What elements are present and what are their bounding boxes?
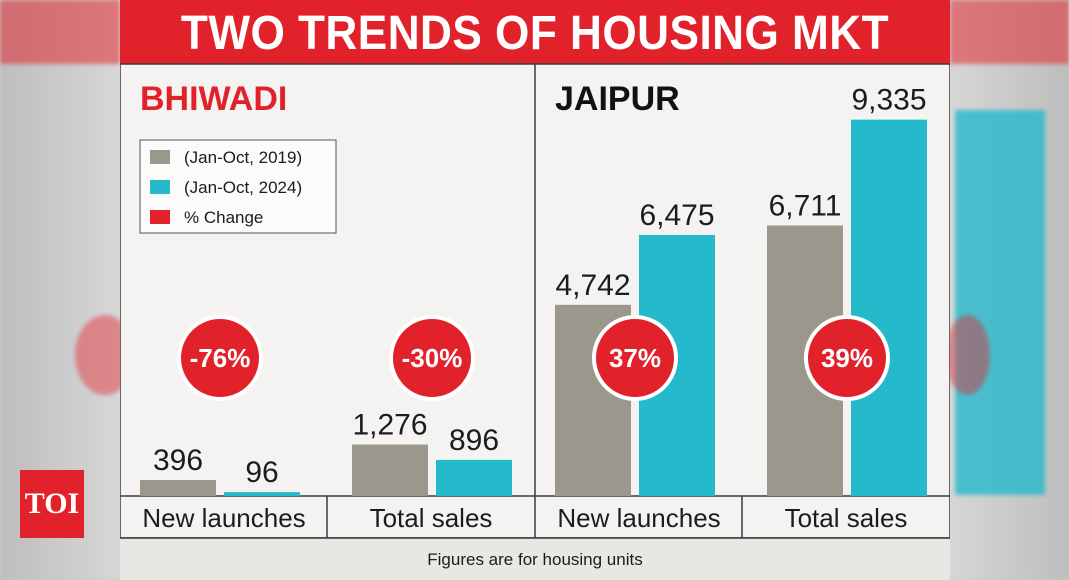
bar-bhiwadi-total-sales-2019 (352, 444, 428, 496)
change-badge-bhiwadi-new-launches (177, 315, 263, 401)
chart-canvas: BHIWADI JAIPUR (Jan-Oct, 2019) (Jan-Oct,… (120, 63, 950, 580)
chart-title: TWO TRENDS OF HOUSING MKT (180, 7, 890, 60)
change-label-bhiwadi-new-launches: -76% (190, 343, 251, 373)
value-label-bhiwadi-new-launches-2024: 96 (245, 456, 278, 489)
bar-bhiwadi-new-launches-2019 (140, 480, 216, 496)
category-label-bhiwadi-total-sales: Total sales (370, 503, 493, 533)
legend-swatch-change (150, 210, 170, 224)
panel-title-jaipur: JAIPUR (555, 80, 680, 118)
footer-note: Figures are for housing units (427, 550, 642, 569)
infographic-card: TWO TRENDS OF HOUSING MKT BHIWADI JAIPUR… (120, 0, 950, 580)
category-label-jaipur-total-sales: Total sales (785, 503, 908, 533)
bar-bhiwadi-new-launches-2024 (224, 492, 300, 496)
value-label-bhiwadi-total-sales-2019: 1,276 (352, 409, 427, 442)
title-bar: TWO TRENDS OF HOUSING MKT (120, 0, 950, 64)
change-badge-jaipur-total-sales (804, 315, 890, 401)
footer-band (120, 538, 950, 580)
legend: (Jan-Oct, 2019) (Jan-Oct, 2024) % Change (139, 139, 337, 234)
change-label-bhiwadi-total-sales: -30% (402, 343, 463, 373)
value-label-bhiwadi-new-launches-2019: 396 (153, 444, 203, 477)
change-label-jaipur-new-launches: 37% (609, 343, 661, 373)
value-label-jaipur-total-sales-2024: 9,335 (851, 84, 926, 117)
legend-label-change: % Change (184, 208, 263, 227)
legend-swatch-2024 (150, 180, 170, 194)
legend-label-2019: (Jan-Oct, 2019) (184, 148, 302, 167)
toi-logo: TOI (20, 470, 84, 538)
category-label-jaipur-new-launches: New launches (557, 503, 720, 533)
bar-jaipur-total-sales-2024 (851, 119, 927, 497)
bar-bhiwadi-total-sales-2024 (436, 459, 512, 496)
panel-title-bhiwadi: BHIWADI (140, 80, 287, 118)
value-label-jaipur-new-launches-2024: 6,475 (639, 199, 714, 232)
value-label-jaipur-new-launches-2019: 4,742 (555, 269, 630, 302)
legend-label-2024: (Jan-Oct, 2024) (184, 178, 302, 197)
value-label-bhiwadi-total-sales-2024: 896 (449, 424, 499, 457)
bars-layer: 396 96 -76% 1,276 896 -30% 4,742 6,475 37% 6,711 9… (140, 84, 927, 497)
value-label-jaipur-total-sales-2019: 6,711 (769, 189, 842, 222)
change-badge-jaipur-new-launches (592, 315, 678, 401)
change-label-jaipur-total-sales: 39% (821, 343, 873, 373)
category-label-bhiwadi-new-launches: New launches (142, 503, 305, 533)
legend-swatch-2019 (150, 150, 170, 164)
change-badge-bhiwadi-total-sales (389, 315, 475, 401)
